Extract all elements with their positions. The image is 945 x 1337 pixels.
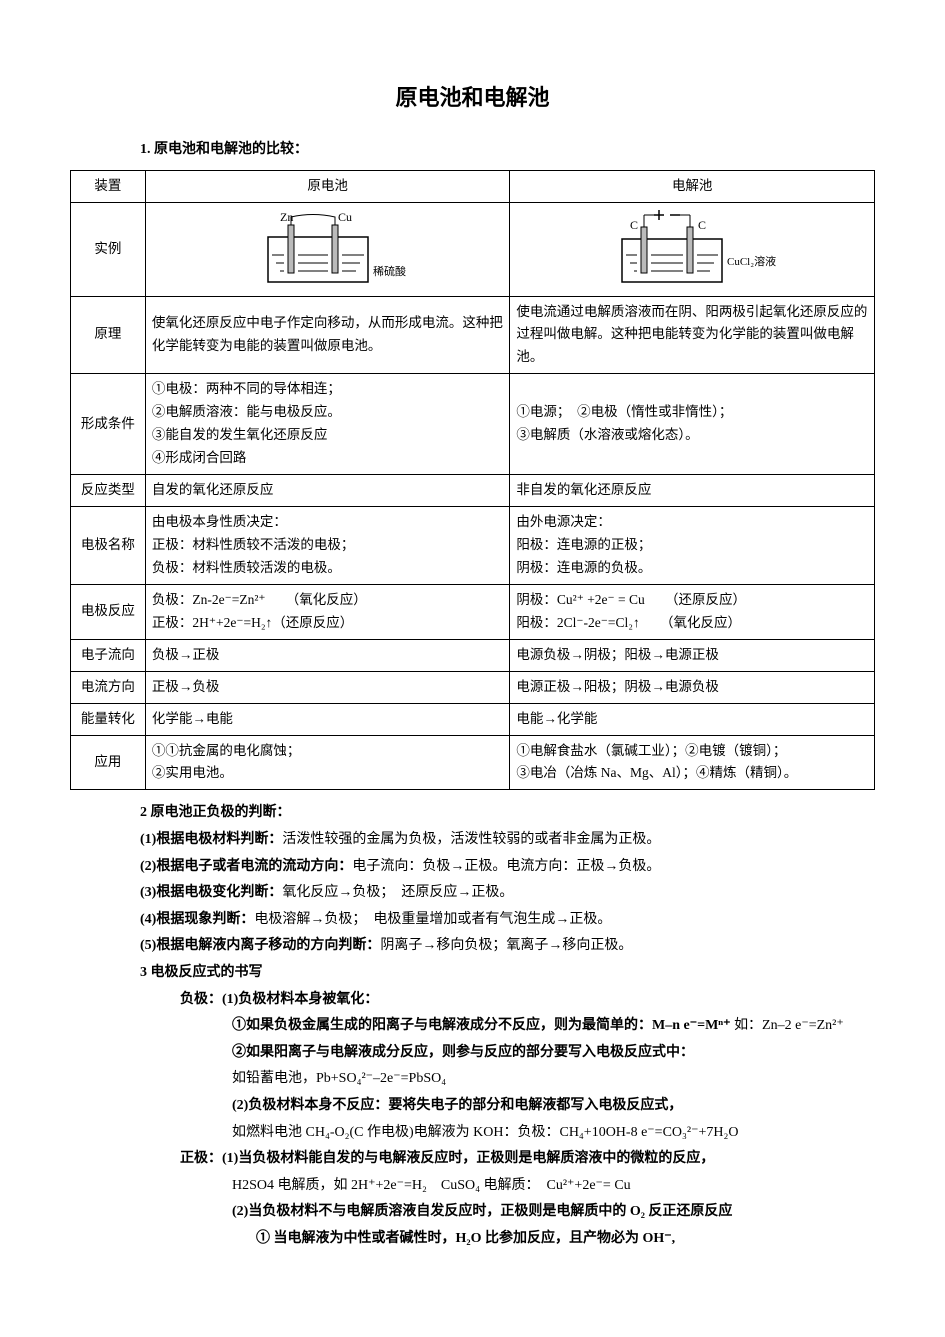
header-col0: 装置 [71,170,146,202]
electrode-rx-col2: 阴极：Cu²⁺ +2e⁻ = Cu （还原反应） 阳极：2Cl⁻-2e⁻=Cl₂… [510,584,875,639]
page-title: 原电池和电解池 [70,80,875,115]
principle-col2: 使电流通过电解质溶液而在阴、阳两极引起氧化还原反应的过程叫做电解。这种把电能转变… [510,296,875,374]
section3-header: 3 电极反应式的书写 [140,965,263,980]
s2-p1a: (1)根据电极材料判断： [140,832,282,847]
electrode-name-col2: 由外电源决定： 阳极：连电源的正极； 阴极：连电源的负极。 [510,507,875,585]
pos2: (2)当负极材料不与电解质溶液自发反应时，正极则是电解质中的 O₂ 反正还原反应 [232,1204,732,1219]
neg-label: 负极： [180,992,222,1007]
neg2: (2)负极材料本身不反应：要将失电子的部分和电解液都写入电极反应式， [232,1098,682,1113]
electrolytic-diagram-cell: C C CuCl₂溶液 [510,202,875,296]
rxtype-label: 反应类型 [71,475,146,507]
neg2-1: 如燃料电池 CH₄-O₂(C 作电极)电解液为 KOH：负极：CH₄+10OH-… [232,1125,739,1140]
electrode-rx-col1: 负极：Zn-2e⁻=Zn²⁺ （氧化反应） 正极：2H⁺+2e⁻=H₂↑（还原反… [145,584,510,639]
rx-col1-line1: 负极：Zn-2e⁻=Zn²⁺ （氧化反应） [152,589,504,612]
principle-label: 原理 [71,296,146,374]
current-flow-col1: 正极→负极 [145,671,510,703]
current-flow-col2: 电源正极→阳极；阴极→电源负极 [510,671,875,703]
condition-row: 形成条件 ①电极：两种不同的导体相连； ②电解质溶液：能与电极反应。 ③能自发的… [71,374,875,475]
app-col1: ①①抗金属的电化腐蚀； ②实用电池。 [145,735,510,790]
cu-label: Cu [338,210,352,224]
electron-flow-col2: 电源负极→阴极；阳极→电源正极 [510,639,875,671]
pos1-1: H2SO4 电解质，如 2H⁺+2e⁻=H₂ CuSO₄ 电解质： Cu²⁺+2… [232,1178,631,1193]
example-row: 实例 Zn Cu 稀硫酸 [71,202,875,296]
rx-col2-line2: 阳极：2Cl⁻-2e⁻=Cl₂↑ （氧化反应） [516,612,868,635]
app-col2: ①电解食盐水（氯碱工业）；②电镀（镀铜）； ③电冶（冶炼 Na、Mg、Al）；④… [510,735,875,790]
section2-header: 2 原电池正负极的判断： [140,805,291,820]
example-label: 实例 [71,202,146,296]
neg1: (1)负极材料本身被氧化： [222,992,378,1007]
neg1-1b: 如：Zn–2 e⁻=Zn²⁺ [734,1018,844,1033]
energy-col1: 化学能→电能 [145,703,510,735]
rxtype-row: 反应类型 自发的氧化还原反应 非自发的氧化还原反应 [71,475,875,507]
s2-p2a: (2)根据电子或者电流的流动方向： [140,859,352,874]
energy-col2: 电能→化学能 [510,703,875,735]
electrode-rx-label: 电极反应 [71,584,146,639]
electron-flow-row: 电子流向 负极→正极 电源负极→阴极；阳极→电源正极 [71,639,875,671]
electron-flow-col1: 负极→正极 [145,639,510,671]
electrode-rx-row: 电极反应 负极：Zn-2e⁻=Zn²⁺ （氧化反应） 正极：2H⁺+2e⁻=H₂… [71,584,875,639]
condition-col1: ①电极：两种不同的导体相连； ②电解质溶液：能与电极反应。 ③能自发的发生氧化还… [145,374,510,475]
s2-p3a: (3)根据电极变化判断： [140,885,282,900]
rx-col1-line2: 正极：2H⁺+2e⁻=H₂↑（还原反应） [152,612,504,635]
sol1-label: 稀硫酸 [373,264,406,278]
c1-label: C [630,218,638,232]
rx-col2-line1: 阴极：Cu²⁺ +2e⁻ = Cu （还原反应） [516,589,868,612]
sol2-label: CuCl₂溶液 [727,254,776,268]
principle-row: 原理 使氧化还原反应中电子作定向移动，从而形成电流。这种把化学能转变为电能的装置… [71,296,875,374]
pos2-1: ① 当电解液为中性或者碱性时，H₂O 比参加反应，且产物必为 OH⁻, [256,1231,675,1246]
c2-label: C [698,218,706,232]
app-row: 应用 ①①抗金属的电化腐蚀； ②实用电池。 ①电解食盐水（氯碱工业）；②电镀（镀… [71,735,875,790]
section1-header: 1. 原电池和电解池的比较： [70,139,875,161]
neg1-3: 如铅蓄电池，Pb+SO₄²⁻–2e⁻=PbSO₄ [232,1071,446,1086]
s2-p1b: 活泼性较强的金属为负极，活泼性较弱的或者非金属为正极。 [282,832,660,847]
s2-p4a: (4)根据现象判断： [140,912,254,927]
s2-p4b: 电极溶解→负极； 电极重量增加或者有气泡生成→正极。 [254,912,611,927]
header-col2: 电解池 [510,170,875,202]
electrode-name-col1: 由电极本身性质决定： 正极：材料性质较不活泼的电极； 负极：材料性质较活泼的电极… [145,507,510,585]
header-col1: 原电池 [145,170,510,202]
neg1-2: ②如果阳离子与电解液成分反应，则参与反应的部分要写入电极反应式中： [232,1045,694,1060]
comparison-table: 装置 原电池 电解池 实例 Zn Cu 稀硫酸 [70,170,875,791]
table-header-row: 装置 原电池 电解池 [71,170,875,202]
electrode-name-row: 电极名称 由电极本身性质决定： 正极：材料性质较不活泼的电极； 负极：材料性质较… [71,507,875,585]
s2-p2b: 电子流向：负极→正极。电流方向：正极→负极。 [352,859,660,874]
neg1-1a: ①如果负极金属生成的阳离子与电解液成分不反应，则为最简单的：M–n e⁻=Mⁿ⁺ [232,1018,731,1033]
app-label: 应用 [71,735,146,790]
galvanic-diagram-cell: Zn Cu 稀硫酸 [145,202,510,296]
energy-label: 能量转化 [71,703,146,735]
pos-label: 正极： [180,1151,222,1166]
current-flow-label: 电流方向 [71,671,146,703]
electrode-name-label: 电极名称 [71,507,146,585]
electron-flow-label: 电子流向 [71,639,146,671]
electrolytic-cell-icon: C C CuCl₂溶液 [592,207,792,292]
pos1: (1)当负极材料能自发的与电解液反应时，正极则是电解质溶液中的微粒的反应， [222,1151,714,1166]
s2-p3b: 氧化反应→负极； 还原反应→正极。 [282,885,513,900]
rxtype-col2: 非自发的氧化还原反应 [510,475,875,507]
principle-col1: 使氧化还原反应中电子作定向移动，从而形成电流。这种把化学能转变为电能的装置叫做原… [145,296,510,374]
s2-p5b: 阴离子→移向负极；氧离子→移向正极。 [380,938,632,953]
condition-label: 形成条件 [71,374,146,475]
s2-p5a: (5)根据电解液内离子移动的方向判断： [140,938,380,953]
section2: 2 原电池正负极的判断： (1)根据电极材料判断：活泼性较强的金属为负极，活泼性… [70,800,875,1252]
rxtype-col1: 自发的氧化还原反应 [145,475,510,507]
galvanic-cell-icon: Zn Cu 稀硫酸 [238,207,418,292]
condition-col2: ①电源； ②电极（惰性或非惰性）； ③电解质（水溶液或熔化态）。 [510,374,875,475]
current-flow-row: 电流方向 正极→负极 电源正极→阳极；阴极→电源负极 [71,671,875,703]
energy-row: 能量转化 化学能→电能 电能→化学能 [71,703,875,735]
